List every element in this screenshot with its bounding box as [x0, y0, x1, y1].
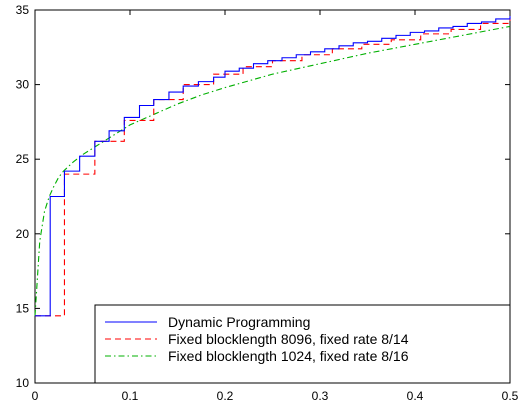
- y-tick-label: 35: [16, 3, 30, 17]
- x-tick-label: 0.4: [407, 389, 424, 403]
- x-axis: 0 0.1 0.2 0.3 0.4 0.5: [32, 10, 519, 403]
- series-line-0: [35, 15, 511, 317]
- series-line-2: [34, 25, 511, 316]
- x-tick-label: 0.1: [122, 389, 139, 403]
- x-tick-label: 0: [32, 389, 39, 403]
- x-tick-label: 0.3: [312, 389, 329, 403]
- legend-label-fixed-1024: Fixed blocklength 1024, fixed rate 8/16: [168, 348, 409, 364]
- legend-label-dynamic-programming: Dynamic Programming: [168, 314, 310, 330]
- y-axis: 10 15 20 25 30 35: [16, 3, 510, 390]
- y-tick-label: 10: [16, 376, 30, 390]
- y-tick-label: 15: [16, 301, 30, 315]
- legend-label-fixed-8096: Fixed blocklength 8096, fixed rate 8/14: [168, 331, 409, 347]
- x-tick-label: 0.2: [217, 389, 234, 403]
- legend-box: [94, 304, 511, 384]
- series-layer: [34, 15, 511, 317]
- legend: Dynamic Programming Fixed blocklength 80…: [94, 304, 511, 384]
- x-tick-label: 0.5: [502, 389, 519, 403]
- y-tick-label: 30: [16, 78, 30, 92]
- y-tick-label: 20: [16, 227, 30, 241]
- y-tick-label: 25: [16, 152, 30, 166]
